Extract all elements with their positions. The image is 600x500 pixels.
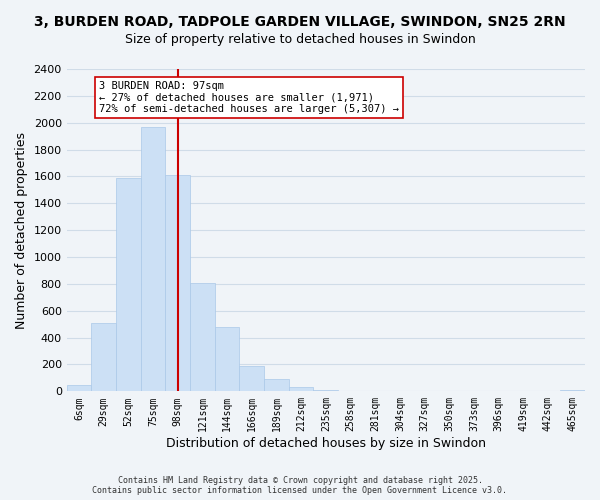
- Bar: [91, 323, 116, 392]
- Bar: [560, 390, 585, 392]
- Bar: [67, 384, 91, 392]
- Text: 3, BURDEN ROAD, TADPOLE GARDEN VILLAGE, SWINDON, SN25 2RN: 3, BURDEN ROAD, TADPOLE GARDEN VILLAGE, …: [34, 15, 566, 29]
- Text: Size of property relative to detached houses in Swindon: Size of property relative to detached ho…: [125, 32, 475, 46]
- Bar: [116, 178, 141, 392]
- Bar: [141, 127, 166, 392]
- Bar: [264, 379, 289, 392]
- Bar: [190, 282, 215, 392]
- Bar: [215, 327, 239, 392]
- Bar: [166, 175, 190, 392]
- Bar: [239, 366, 264, 392]
- Text: 3 BURDEN ROAD: 97sqm
← 27% of detached houses are smaller (1,971)
72% of semi-de: 3 BURDEN ROAD: 97sqm ← 27% of detached h…: [99, 81, 399, 114]
- Text: Contains HM Land Registry data © Crown copyright and database right 2025.
Contai: Contains HM Land Registry data © Crown c…: [92, 476, 508, 495]
- Bar: [289, 386, 313, 392]
- Y-axis label: Number of detached properties: Number of detached properties: [15, 132, 28, 328]
- Bar: [313, 390, 338, 392]
- X-axis label: Distribution of detached houses by size in Swindon: Distribution of detached houses by size …: [166, 437, 486, 450]
- Bar: [338, 390, 363, 392]
